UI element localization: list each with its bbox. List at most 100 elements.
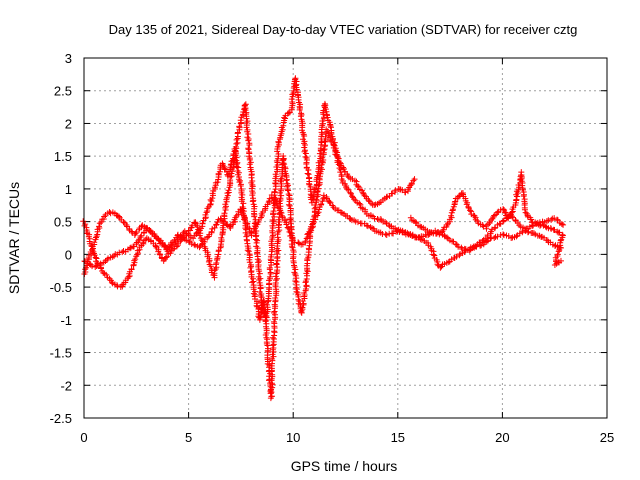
data-point-trace-b xyxy=(443,234,450,241)
data-point-trace-c xyxy=(105,255,112,262)
data-point-trace-a xyxy=(246,141,253,148)
data-point-trace-d xyxy=(488,217,495,224)
data-point-trace-c xyxy=(242,217,249,224)
data-point-trace-a xyxy=(322,106,329,113)
data-point-trace-d xyxy=(494,209,501,216)
data-point-trace-c xyxy=(213,221,220,228)
x-tick-label: 20 xyxy=(495,430,509,445)
data-point-trace-c xyxy=(278,210,285,217)
data-point-trace-b xyxy=(298,308,305,315)
data-point-trace-d xyxy=(452,198,459,205)
data-point-trace-c xyxy=(265,199,272,206)
y-tick-label: -1 xyxy=(60,313,72,328)
y-tick-label: 0.5 xyxy=(54,215,72,230)
data-point-trace-a xyxy=(125,273,132,280)
data-point-trace-b xyxy=(235,164,242,171)
data-point-trace-b xyxy=(93,234,100,241)
data-point-trace-c xyxy=(315,209,322,216)
data-point-trace-b xyxy=(214,179,221,186)
data-point-trace-b xyxy=(298,309,305,316)
data-point-trace-c xyxy=(302,238,309,245)
data-point-trace-d xyxy=(504,214,511,221)
data-point-trace-b xyxy=(303,282,310,289)
data-point-trace-a xyxy=(225,187,232,194)
data-point-trace-b xyxy=(253,302,260,309)
x-tick-label: 15 xyxy=(391,430,405,445)
x-axis-label: GPS time / hours xyxy=(291,458,398,474)
data-point-trace-d xyxy=(448,212,455,219)
data-point-trace-c xyxy=(284,224,291,231)
data-point-trace-b xyxy=(530,230,537,237)
y-tick-label: -2 xyxy=(60,378,72,393)
data-point-trace-a xyxy=(275,150,282,157)
data-marks xyxy=(80,75,567,402)
data-point-trace-a xyxy=(411,176,418,183)
data-point-trace-b xyxy=(272,273,279,280)
data-point-trace-c xyxy=(437,264,444,271)
data-point-trace-b xyxy=(95,223,102,230)
data-point-trace-c xyxy=(97,261,104,268)
data-point-trace-c xyxy=(285,225,292,232)
y-tick-label: 1 xyxy=(65,182,72,197)
data-point-trace-c xyxy=(180,234,187,241)
data-point-trace-b xyxy=(273,270,280,277)
data-point-trace-d xyxy=(508,209,515,216)
data-point-trace-b xyxy=(270,309,277,316)
data-point-trace-c xyxy=(477,242,484,249)
data-point-trace-b xyxy=(203,209,210,216)
data-point-trace-a xyxy=(269,217,276,224)
data-point-trace-b xyxy=(532,231,539,238)
data-point-trace-c xyxy=(109,253,116,260)
data-point-trace-a xyxy=(119,281,126,288)
data-point-trace-c xyxy=(181,236,188,243)
data-point-trace-a xyxy=(266,273,273,280)
data-point-trace-a xyxy=(302,153,309,160)
data-point-trace-b xyxy=(284,186,291,193)
data-point-trace-a xyxy=(128,266,135,272)
data-point-trace-a xyxy=(327,122,334,129)
data-point-trace-c xyxy=(418,237,425,244)
data-point-trace-a xyxy=(254,250,261,257)
data-point-trace-d xyxy=(522,209,529,216)
data-point-trace-d xyxy=(502,209,509,216)
data-point-trace-d xyxy=(548,225,555,232)
data-point-trace-c xyxy=(500,231,507,238)
data-point-trace-a xyxy=(205,258,212,265)
data-point-trace-c xyxy=(314,210,321,217)
data-point-trace-b xyxy=(327,137,334,144)
data-point-trace-b xyxy=(272,294,279,301)
data-point-trace-c xyxy=(183,237,190,244)
data-point-trace-c xyxy=(237,206,244,213)
data-point-trace-b xyxy=(270,318,277,325)
data-point-trace-c xyxy=(354,219,361,226)
data-point-trace-b xyxy=(337,169,344,176)
data-point-trace-b xyxy=(195,228,202,235)
data-point-trace-a xyxy=(248,174,255,181)
data-point-trace-a xyxy=(316,150,323,157)
data-point-trace-c xyxy=(558,221,565,228)
data-point-trace-a xyxy=(252,236,259,243)
data-point-trace-b xyxy=(332,151,339,158)
data-point-trace-c xyxy=(277,209,284,216)
data-point-trace-b xyxy=(273,260,280,267)
data-point-trace-a xyxy=(103,271,110,278)
data-point-trace-c xyxy=(456,252,463,259)
data-point-trace-c xyxy=(159,240,166,247)
data-point-trace-c xyxy=(174,231,181,238)
data-point-trace-b xyxy=(344,186,351,193)
data-point-trace-c xyxy=(408,232,415,239)
data-point-trace-a xyxy=(207,263,214,270)
data-point-trace-c xyxy=(283,221,290,228)
data-point-trace-c xyxy=(192,242,199,249)
data-point-trace-b xyxy=(330,140,337,147)
data-point-trace-c xyxy=(323,195,330,202)
data-point-trace-b xyxy=(277,186,284,193)
data-point-trace-b xyxy=(347,189,354,196)
data-point-trace-d xyxy=(555,248,562,255)
data-point-trace-a xyxy=(296,106,303,113)
data-point-trace-c xyxy=(473,243,480,250)
data-point-trace-b xyxy=(275,216,282,223)
data-point-trace-b xyxy=(304,268,311,275)
data-point-trace-b xyxy=(245,248,252,255)
data-point-trace-c xyxy=(286,228,293,235)
